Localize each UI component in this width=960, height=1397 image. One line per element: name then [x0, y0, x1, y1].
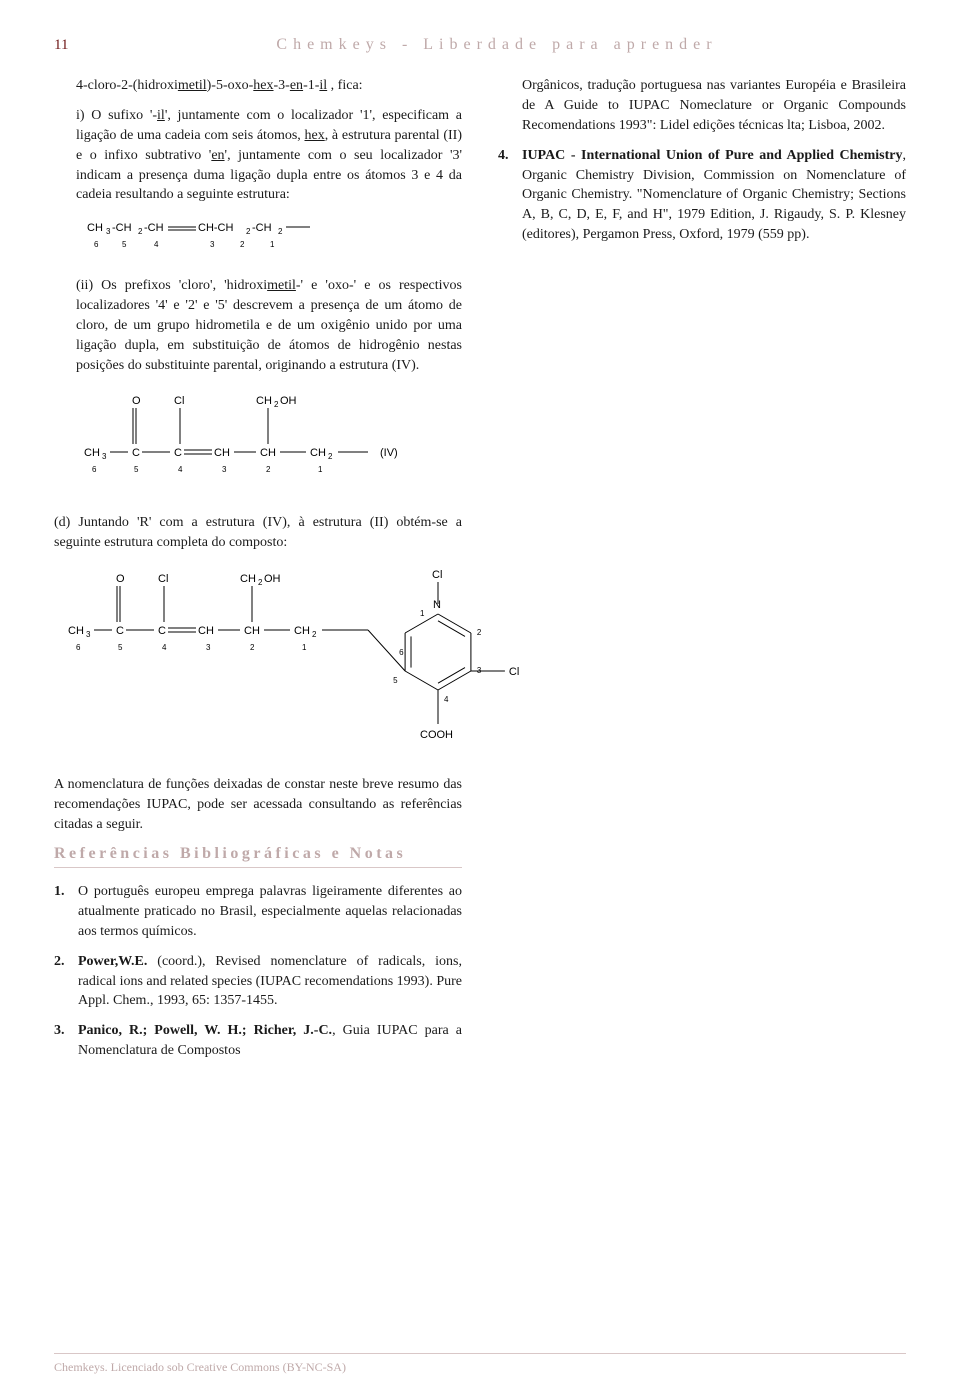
references-heading: Referências Bibliográficas e Notas [54, 845, 462, 863]
svg-text:(IV): (IV) [380, 447, 398, 459]
svg-text:3: 3 [102, 452, 107, 461]
svg-text:3: 3 [86, 630, 91, 639]
svg-text:2: 2 [250, 643, 255, 652]
svg-text:CH: CH [256, 395, 272, 407]
svg-text:N: N [433, 599, 441, 611]
reference-3: 3.Panico, R.; Powell, W. H.; Richer, J.-… [54, 1021, 462, 1061]
svg-text:2: 2 [278, 227, 283, 236]
page-number: 11 [54, 37, 76, 54]
svg-text:2: 2 [312, 630, 317, 639]
svg-text:6: 6 [399, 648, 404, 657]
svg-text:2: 2 [477, 628, 482, 637]
svg-text:2: 2 [246, 227, 251, 236]
svg-text:OH: OH [264, 573, 281, 585]
page-header: 11 Chemkeys - Liberdade para aprender [54, 36, 906, 54]
svg-text:6: 6 [94, 240, 99, 249]
svg-text:2: 2 [258, 578, 263, 587]
structure-diagram-3: OClCH2OHCH3CCCHCHCH2654321N123456ClClCOO… [68, 562, 462, 757]
svg-text:CH: CH [294, 625, 310, 637]
left-column: 4-cloro-2-(hidroximetil)-5-oxo-hex-3-en-… [54, 76, 462, 1071]
svg-text:C: C [158, 625, 166, 637]
svg-text:CH: CH [244, 625, 260, 637]
svg-text:-CH: -CH [252, 222, 272, 234]
svg-text:COOH: COOH [420, 729, 453, 741]
svg-text:1: 1 [270, 240, 275, 249]
closing-and-refs: A nomenclatura de funções deixadas de co… [54, 775, 462, 1061]
svg-text:4: 4 [162, 643, 167, 652]
svg-text:CH: CH [198, 625, 214, 637]
closing-paragraph: A nomenclatura de funções deixadas de co… [54, 775, 462, 835]
svg-text:Cl: Cl [432, 569, 442, 581]
svg-text:O: O [132, 395, 141, 407]
svg-text:C: C [132, 447, 140, 459]
svg-text:5: 5 [118, 643, 123, 652]
compound-name-line: 4-cloro-2-(hidroximetil)-5-oxo-hex-3-en-… [54, 76, 462, 96]
svg-text:CH: CH [68, 625, 84, 637]
right-column: Orgânicos, tradução portuguesa nas varia… [498, 76, 906, 1071]
svg-text:-CH: -CH [112, 222, 132, 234]
svg-text:4: 4 [444, 695, 449, 704]
svg-text:2: 2 [266, 465, 271, 474]
svg-text:-CH: -CH [144, 222, 164, 234]
svg-text:CH: CH [87, 222, 103, 234]
svg-text:2: 2 [240, 240, 245, 249]
svg-text:Cl: Cl [174, 395, 184, 407]
references-rule [54, 867, 462, 868]
svg-text:5: 5 [393, 676, 398, 685]
reference-4: 4.IUPAC - International Union of Pure an… [498, 146, 906, 245]
reference-1: 1.O português europeu emprega palavras l… [54, 882, 462, 942]
svg-text:5: 5 [134, 465, 139, 474]
svg-text:OH: OH [280, 395, 297, 407]
svg-text:2: 2 [274, 400, 279, 409]
item-i: i) O sufixo '-il', juntamente com o loca… [54, 106, 462, 205]
svg-text:1: 1 [302, 643, 307, 652]
structure-diagram-1: CH3-CH2-CHCH-CH2-CH2654321 [84, 215, 462, 264]
svg-text:6: 6 [92, 465, 97, 474]
svg-text:2: 2 [328, 452, 333, 461]
svg-text:2: 2 [138, 227, 143, 236]
structure-diagram-2: OClCH2OHCH3CCCHCHCH2654321(IV) [84, 386, 462, 501]
svg-text:CH-CH: CH-CH [198, 222, 233, 234]
svg-text:4: 4 [154, 240, 159, 249]
reference-2: 2.Power,W.E. (coord.), Revised nomenclat… [54, 952, 462, 1012]
svg-text:CH: CH [84, 447, 100, 459]
svg-text:1: 1 [420, 609, 425, 618]
svg-text:3: 3 [106, 227, 111, 236]
svg-text:CH: CH [240, 573, 256, 585]
svg-text:Cl: Cl [158, 573, 168, 585]
references-list: 1.O português europeu emprega palavras l… [54, 882, 462, 1061]
svg-text:3: 3 [206, 643, 211, 652]
svg-text:6: 6 [76, 643, 81, 652]
item-d: (d) Juntando 'R' com a estrutura (IV), à… [54, 513, 462, 553]
svg-text:5: 5 [122, 240, 127, 249]
svg-text:CH: CH [310, 447, 326, 459]
references-list-right: 4.IUPAC - International Union of Pure an… [498, 146, 906, 245]
page-footer: Chemkeys. Licenciado sob Creative Common… [54, 1353, 906, 1375]
item-ii: (ii) Os prefixos 'cloro', 'hidroximetil-… [54, 276, 462, 375]
svg-text:CH: CH [214, 447, 230, 459]
svg-text:O: O [116, 573, 125, 585]
svg-text:3: 3 [222, 465, 227, 474]
svg-text:3: 3 [210, 240, 215, 249]
svg-text:C: C [174, 447, 182, 459]
reference-3-continuation: Orgânicos, tradução portuguesa nas varia… [498, 76, 906, 136]
svg-text:CH: CH [260, 447, 276, 459]
svg-text:C: C [116, 625, 124, 637]
svg-text:1: 1 [318, 465, 323, 474]
two-column-layout: 4-cloro-2-(hidroximetil)-5-oxo-hex-3-en-… [54, 76, 906, 1071]
page-heading: Chemkeys - Liberdade para aprender [88, 36, 906, 54]
svg-text:4: 4 [178, 465, 183, 474]
